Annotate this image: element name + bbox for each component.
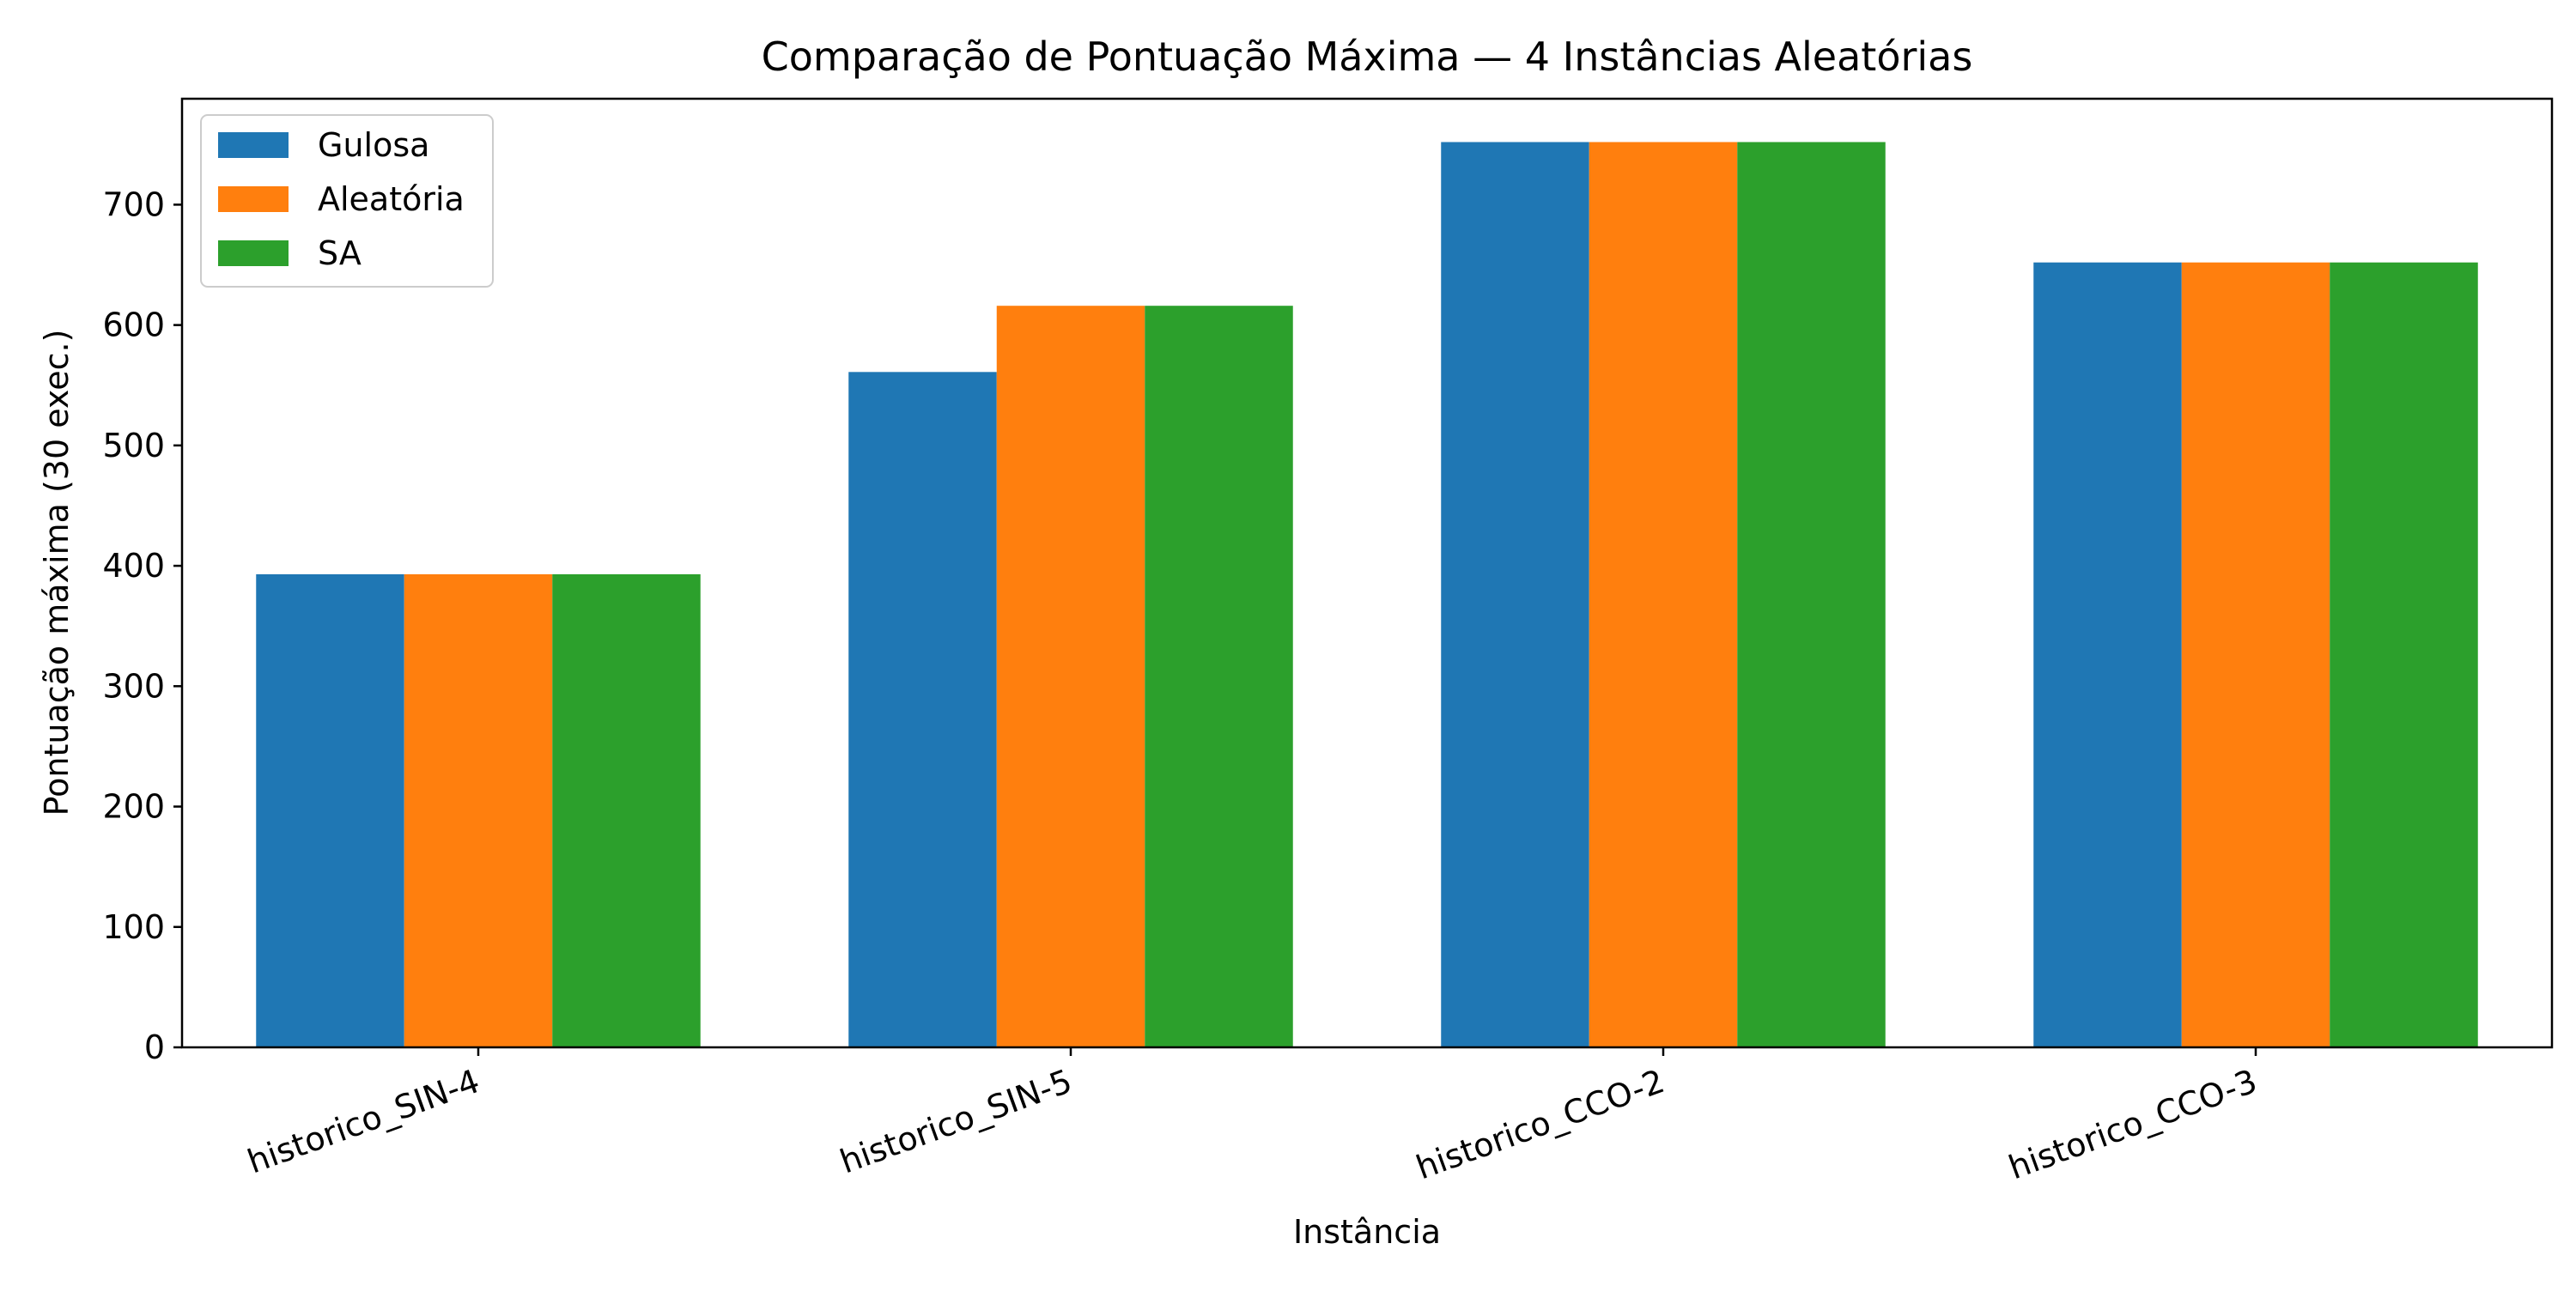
legend-swatch-sa: [218, 240, 289, 266]
legend-swatch-aleat-ria: [218, 186, 289, 212]
y-tick-label: 700: [102, 185, 165, 223]
bar-sa-2: [1737, 142, 1886, 1048]
bar-gulosa-0: [256, 573, 404, 1047]
x-axis-label: Instância: [1293, 1213, 1441, 1251]
legend-label: SA: [318, 234, 361, 272]
legend: Gulosa Aleatória SA: [200, 114, 494, 288]
legend-swatch-gulosa: [218, 132, 289, 158]
bar-gulosa-3: [2033, 262, 2182, 1047]
bar-sa-1: [1145, 306, 1293, 1048]
chart-title: Comparação de Pontuação Máxima — 4 Instâ…: [762, 33, 1973, 80]
y-tick-label: 100: [102, 908, 165, 946]
y-tick-label: 600: [102, 306, 165, 344]
bars-layer: [256, 142, 2478, 1048]
legend-label: Gulosa: [318, 126, 429, 164]
bar-gulosa-2: [1441, 142, 1589, 1048]
bar-gulosa-1: [848, 372, 997, 1047]
legend-label: Aleatória: [318, 180, 465, 218]
bar-aleat-ria-2: [1589, 142, 1738, 1048]
y-tick-label: 500: [102, 427, 165, 464]
plot-frame: [180, 97, 2554, 1049]
y-tick-label: 0: [144, 1028, 165, 1066]
bar-aleat-ria-3: [2181, 262, 2330, 1047]
bar-sa-0: [552, 573, 701, 1047]
bar-aleat-ria-1: [996, 306, 1145, 1048]
bar-sa-3: [2330, 262, 2478, 1047]
y-axis: 0 100 200 300 400 500 600 700: [102, 185, 182, 1066]
y-tick-label: 400: [102, 547, 165, 585]
y-tick-label: 300: [102, 667, 165, 705]
y-axis-label: Pontuação máxima (30 exec.): [38, 330, 76, 816]
bar-aleat-ria-0: [404, 573, 553, 1047]
y-tick-label: 200: [102, 788, 165, 826]
